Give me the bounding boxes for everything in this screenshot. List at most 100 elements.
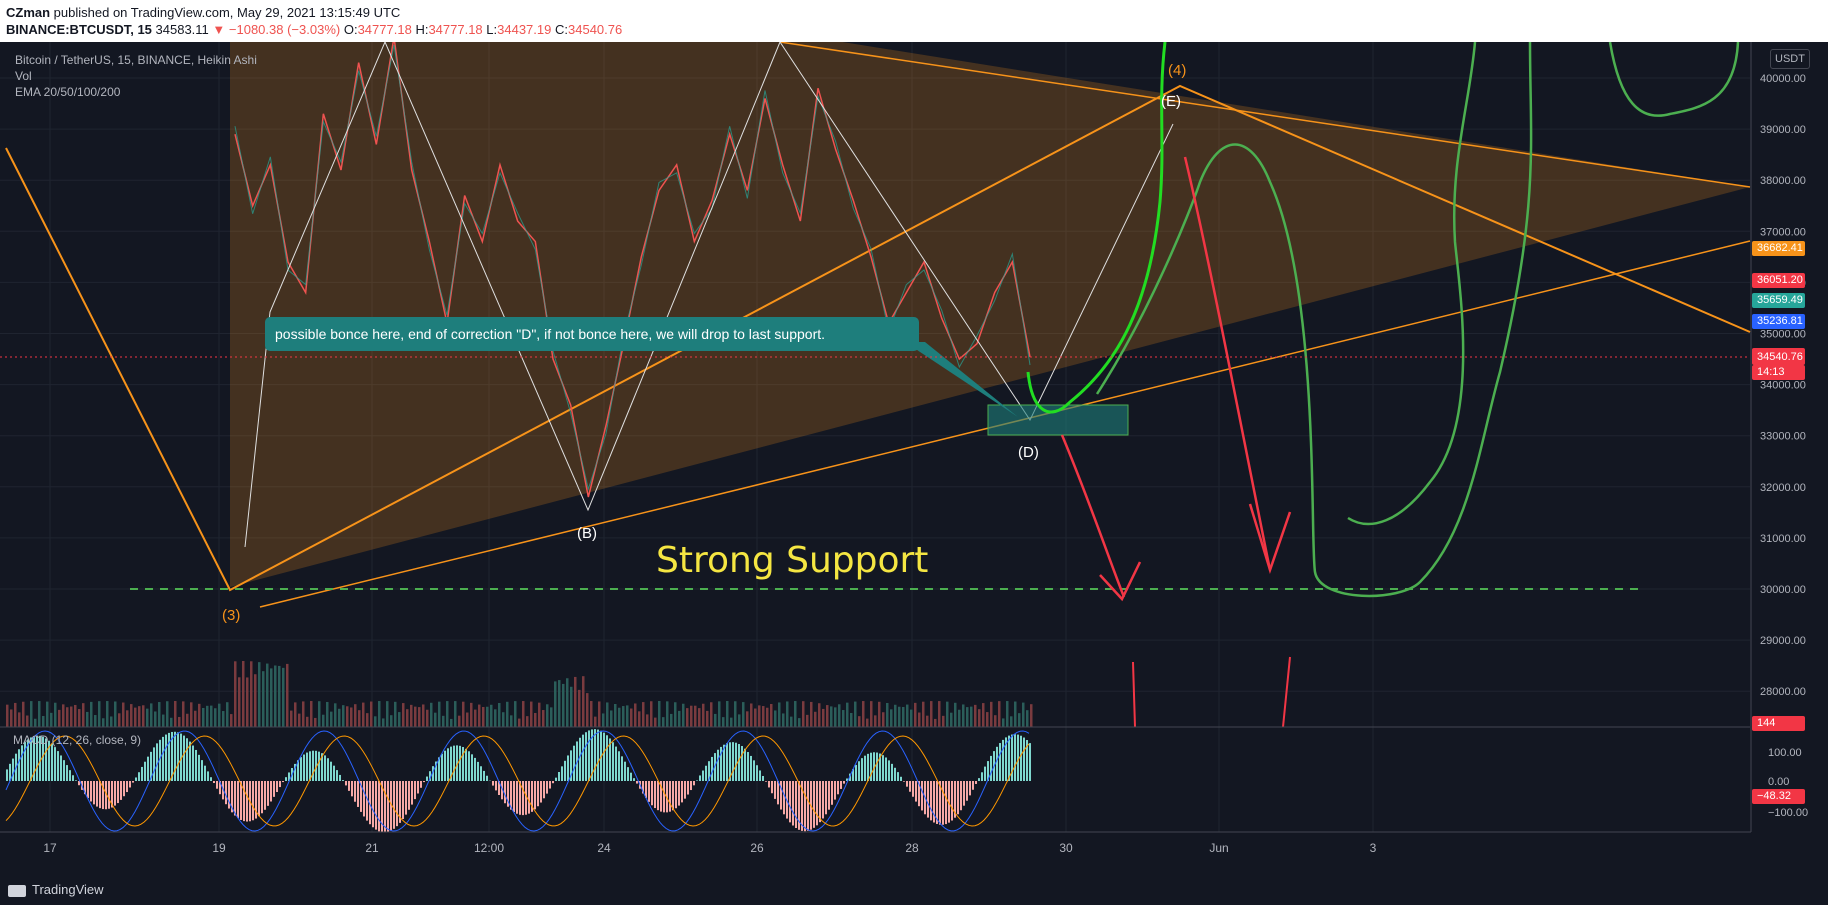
macd-bar [342, 780, 344, 781]
volume-bar [1006, 701, 1009, 727]
macd-bar [162, 736, 164, 781]
volume-bar [658, 701, 661, 727]
volume-bar [966, 707, 969, 727]
macd-bar [666, 781, 668, 813]
macd-bar [444, 750, 446, 781]
macd-bar [942, 781, 944, 825]
volume-bar [830, 706, 833, 727]
macd-bar [606, 735, 608, 781]
macd-bar [300, 757, 302, 781]
macd-bar [21, 745, 23, 781]
volume-bar [726, 701, 729, 727]
volume-bar [350, 707, 353, 727]
legend-macd: MACD (12, 26, close, 9) [13, 733, 142, 747]
macd-bar [381, 781, 383, 833]
volume-bar [670, 713, 673, 727]
macd-bar [198, 754, 200, 781]
volume-bar [862, 701, 865, 727]
red-arrow-2-head [1248, 503, 1292, 575]
macd-axis[interactable]: 100.00 0.00 −100.00 [1768, 747, 1808, 819]
volume-bar [522, 701, 525, 727]
volume-bar [154, 711, 157, 727]
red-line-lower-1 [1132, 661, 1136, 728]
macd-bar [630, 772, 632, 781]
volume-bar [546, 704, 549, 727]
macd-bar [897, 772, 899, 781]
macd-bar [828, 781, 830, 810]
macd-bar [846, 778, 848, 781]
volume-bar [22, 701, 25, 727]
macd-bar [477, 761, 479, 781]
volume-bar [982, 703, 985, 727]
volume-bar [98, 701, 101, 727]
macd-bar [861, 758, 863, 781]
price-badge: 35236.81 [1752, 314, 1805, 330]
price-tick-label: 32000.00 [1760, 482, 1806, 494]
volume-bar [278, 665, 281, 727]
macd-bar [123, 781, 125, 797]
volume-bar [694, 705, 697, 727]
volume-bar [414, 706, 417, 727]
volume-bar [458, 715, 461, 727]
macd-bar [363, 781, 365, 817]
macd-bar [672, 781, 674, 811]
macd-bar [93, 781, 95, 805]
macd-bar [510, 781, 512, 810]
macd-bar [864, 755, 866, 781]
price-axis[interactable]: 40000.0039000.0038000.0037000.0036000.00… [1760, 73, 1806, 698]
volume-bar [58, 709, 61, 727]
macd-bar [246, 781, 248, 822]
macd-bar [69, 770, 71, 781]
macd-bar [888, 760, 890, 781]
publisher-name[interactable]: CZman [6, 5, 51, 20]
macd-bar [963, 781, 965, 806]
volume-bar [302, 701, 305, 727]
macd-bar [597, 729, 599, 781]
macd-bar [795, 781, 797, 829]
chart-area[interactable]: (3) (4) (B) (D) (E) Strong Support 40000… [0, 42, 1828, 905]
projection-curve-bright [1026, 42, 1167, 414]
volume-bar [954, 702, 957, 727]
macd-bar [876, 752, 878, 781]
macd-bar [660, 781, 662, 812]
volume-bar [190, 702, 193, 727]
volume-bar [938, 701, 941, 727]
macd-bar [99, 781, 101, 809]
volume-bar [1018, 713, 1021, 727]
macd-bar [165, 734, 167, 781]
macd-bar [228, 781, 230, 809]
volume-bar [410, 704, 413, 727]
open-label: O: [343, 22, 358, 37]
volume-bar [246, 677, 249, 727]
volume-bar [626, 705, 629, 727]
volume-bar [642, 702, 645, 727]
volume-bar [538, 702, 541, 727]
volume-bar [10, 709, 13, 727]
macd-bar [501, 781, 503, 800]
macd-bar [930, 781, 932, 821]
volume-bar [398, 712, 401, 727]
macd-bar [384, 781, 386, 833]
macd-bar [621, 756, 623, 781]
volume-bar [226, 702, 229, 727]
volume-bar [714, 713, 717, 727]
currency-button[interactable]: USDT [1770, 49, 1810, 69]
volume-bar [82, 703, 85, 727]
macd-bar [759, 770, 761, 781]
macd-bar [852, 769, 854, 781]
time-axis[interactable]: 17 19 21 12:00 24 26 28 30 Jun 3 [43, 841, 1376, 855]
tradingview-logo[interactable]: TradingView [8, 882, 104, 897]
volume-bar [766, 707, 769, 727]
volume-bar [738, 714, 741, 727]
volume-bar [382, 718, 385, 727]
volume-bar [878, 701, 881, 727]
chart-canvas[interactable]: (3) (4) (B) (D) (E) Strong Support 40000… [0, 42, 1828, 905]
volume-bar [210, 705, 213, 727]
macd-bar [45, 738, 47, 781]
volume-bar [602, 713, 605, 727]
time-tick-label: 19 [212, 841, 226, 855]
volume-bar [134, 707, 137, 727]
volume-bar [354, 704, 357, 727]
red-line-lower-2 [1282, 656, 1291, 728]
macd-bar [753, 760, 755, 781]
